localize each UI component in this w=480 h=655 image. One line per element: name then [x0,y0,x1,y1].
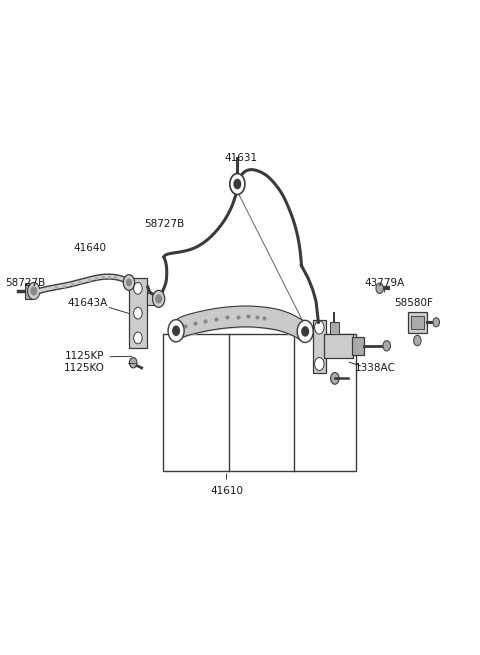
Circle shape [230,174,245,195]
Bar [408,312,427,333]
Circle shape [28,282,40,299]
Text: 1125KO: 1125KO [64,363,105,373]
Text: 43779A: 43779A [364,278,405,288]
Text: 58727B: 58727B [5,278,46,288]
Circle shape [130,358,137,368]
Circle shape [153,290,165,307]
Circle shape [156,295,161,303]
Circle shape [173,326,180,335]
Circle shape [31,287,36,295]
Circle shape [314,321,324,334]
Bar [324,334,353,358]
Bar [129,278,147,348]
Text: 41610: 41610 [210,485,243,496]
Circle shape [133,282,142,294]
Circle shape [433,318,440,327]
Circle shape [314,358,324,371]
Bar [352,337,364,355]
Text: 58727B: 58727B [144,219,184,229]
Circle shape [331,373,339,384]
Text: 41643A: 41643A [67,299,108,309]
Circle shape [168,320,184,342]
Circle shape [133,307,142,319]
Circle shape [302,327,309,336]
Text: 41640: 41640 [73,243,107,253]
Bar [313,320,326,373]
Bar [25,283,34,299]
Circle shape [234,179,240,189]
Circle shape [133,332,142,344]
Circle shape [376,283,384,293]
Circle shape [414,335,421,346]
Text: 41631: 41631 [224,153,257,163]
Bar [330,322,339,334]
Circle shape [297,320,313,343]
Text: 58580F: 58580F [394,299,433,309]
Bar [411,316,424,329]
Bar [163,334,356,471]
Text: 1338AC: 1338AC [355,363,396,373]
Bar [147,293,156,305]
Circle shape [127,279,132,286]
Circle shape [383,341,391,351]
Text: 1125KP: 1125KP [64,350,104,360]
Circle shape [123,274,134,290]
